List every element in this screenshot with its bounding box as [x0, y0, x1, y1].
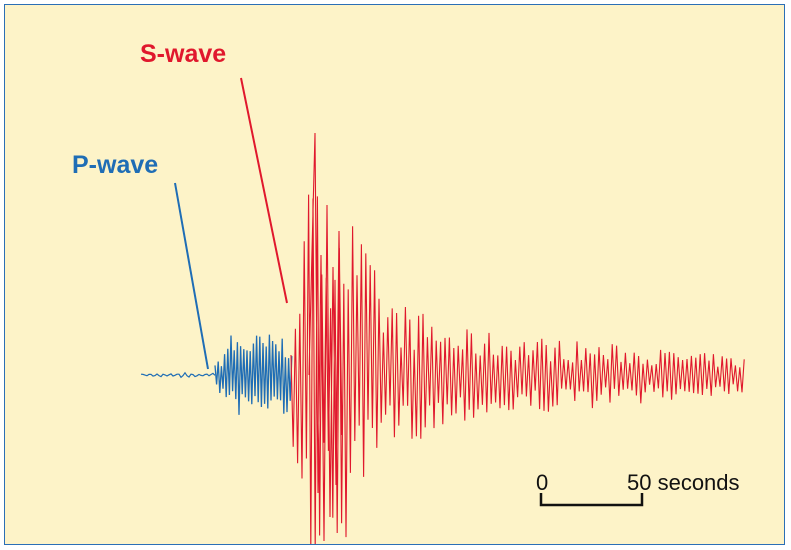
scale-bar — [539, 493, 644, 507]
s-wave-label: S-wave — [140, 40, 227, 68]
seismogram-diagram — [140, 77, 745, 544]
p-wave-trace — [214, 334, 293, 415]
seismogram-panel: P-wave S-wave 0 50 seconds — [4, 4, 785, 545]
scale-end-label: 50 seconds — [627, 470, 740, 495]
s-wave-leader-line — [240, 77, 288, 304]
p-wave-label: P-wave — [72, 151, 159, 179]
p-wave-leader-line — [174, 182, 209, 370]
s-wave-trace — [290, 132, 745, 544]
baseline-noise-trace — [140, 371, 216, 379]
scale-start-label: 0 — [536, 470, 549, 495]
